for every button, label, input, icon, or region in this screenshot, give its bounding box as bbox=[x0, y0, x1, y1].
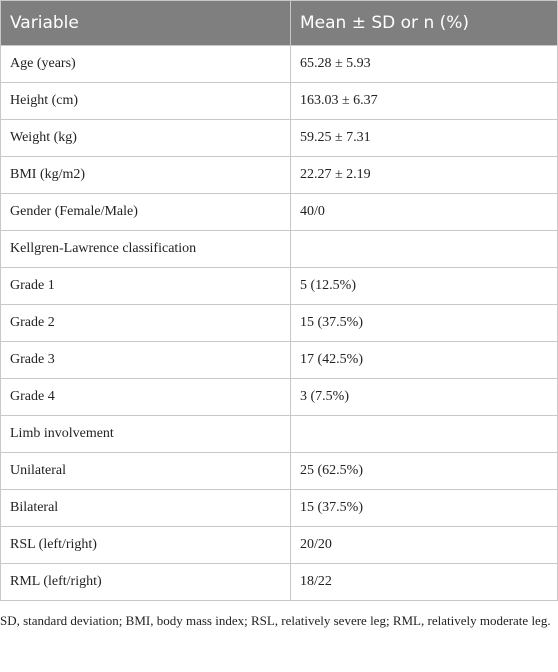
table-body: Age (years) 65.28 ± 5.93 Height (cm) 163.03… bbox=[0, 45, 558, 601]
footnote: SD, standard deviation; BMI, body mass i… bbox=[0, 613, 551, 628]
table-cell: 65.28 ± 5.93 bbox=[290, 45, 558, 83]
table-cell: Limb involvement bbox=[0, 415, 291, 453]
table-cell: Grade 2 bbox=[0, 304, 291, 342]
table-row: Kellgren-Lawrence classification bbox=[0, 230, 558, 268]
table-row: Limb involvement bbox=[0, 415, 558, 453]
table-cell: BMI (kg/m2) bbox=[0, 156, 291, 194]
table-cell: 25 (62.5%) bbox=[290, 452, 558, 490]
table-cell: Grade 1 bbox=[0, 267, 291, 305]
table-cell: RSL (left/right) bbox=[0, 526, 291, 564]
table-cell: 163.03 ± 6.37 bbox=[290, 82, 558, 120]
table-cell: 18/22 bbox=[290, 563, 558, 601]
table-cell: RML (left/right) bbox=[0, 563, 291, 601]
table-cell: 15 (37.5%) bbox=[290, 489, 558, 527]
table-cell: 5 (12.5%) bbox=[290, 267, 558, 305]
table-cell: Grade 4 bbox=[0, 378, 291, 416]
empty-cell bbox=[290, 230, 558, 268]
table-cell: Age (years) bbox=[0, 45, 291, 83]
table-row: Grade 3 17 (42.5%) bbox=[0, 341, 558, 379]
table-cell: Unilateral bbox=[0, 452, 291, 490]
table-cell: Bilateral bbox=[0, 489, 291, 527]
table-head: Variable Mean ± SD or n (%) bbox=[0, 0, 558, 46]
table-cell: Height (cm) bbox=[0, 82, 291, 120]
table-cell: 59.25 ± 7.31 bbox=[290, 119, 558, 157]
table-row: Weight (kg) 59.25 ± 7.31 bbox=[0, 119, 558, 157]
table-cell: Grade 3 bbox=[0, 341, 291, 379]
table-row: Bilateral 15 (37.5%) bbox=[0, 489, 558, 527]
table-cell: 40/0 bbox=[290, 193, 558, 231]
data-table: Variable Mean ± SD or n (%) Age (years) 6… bbox=[0, 0, 558, 601]
table-row: Grade 2 15 (37.5%) bbox=[0, 304, 558, 342]
table-cell: Weight (kg) bbox=[0, 119, 291, 157]
header-row: Variable Mean ± SD or n (%) bbox=[0, 0, 558, 46]
table-cell: Gender (Female/Male) bbox=[0, 193, 291, 231]
table-cell: 3 (7.5%) bbox=[290, 378, 558, 416]
table-row: Height (cm) 163.03 ± 6.37 bbox=[0, 82, 558, 120]
table-row: Age (years) 65.28 ± 5.93 bbox=[0, 45, 558, 83]
table-row: Unilateral 25 (62.5%) bbox=[0, 452, 558, 490]
table-row: Gender (Female/Male) 40/0 bbox=[0, 193, 558, 231]
table-row: RML (left/right) 18/22 bbox=[0, 563, 558, 601]
table-cell: 20/20 bbox=[290, 526, 558, 564]
empty-cell bbox=[290, 415, 558, 453]
table-cell: Kellgren-Lawrence classification bbox=[0, 230, 291, 268]
header-cell: Variable bbox=[0, 0, 291, 46]
table-row: BMI (kg/m2) 22.27 ± 2.19 bbox=[0, 156, 558, 194]
table-cell: 17 (42.5%) bbox=[290, 341, 558, 379]
table-cell: 15 (37.5%) bbox=[290, 304, 558, 342]
header-cell: Mean ± SD or n (%) bbox=[290, 0, 558, 46]
table-row: RSL (left/right) 20/20 bbox=[0, 526, 558, 564]
table-cell: 22.27 ± 2.19 bbox=[290, 156, 558, 194]
